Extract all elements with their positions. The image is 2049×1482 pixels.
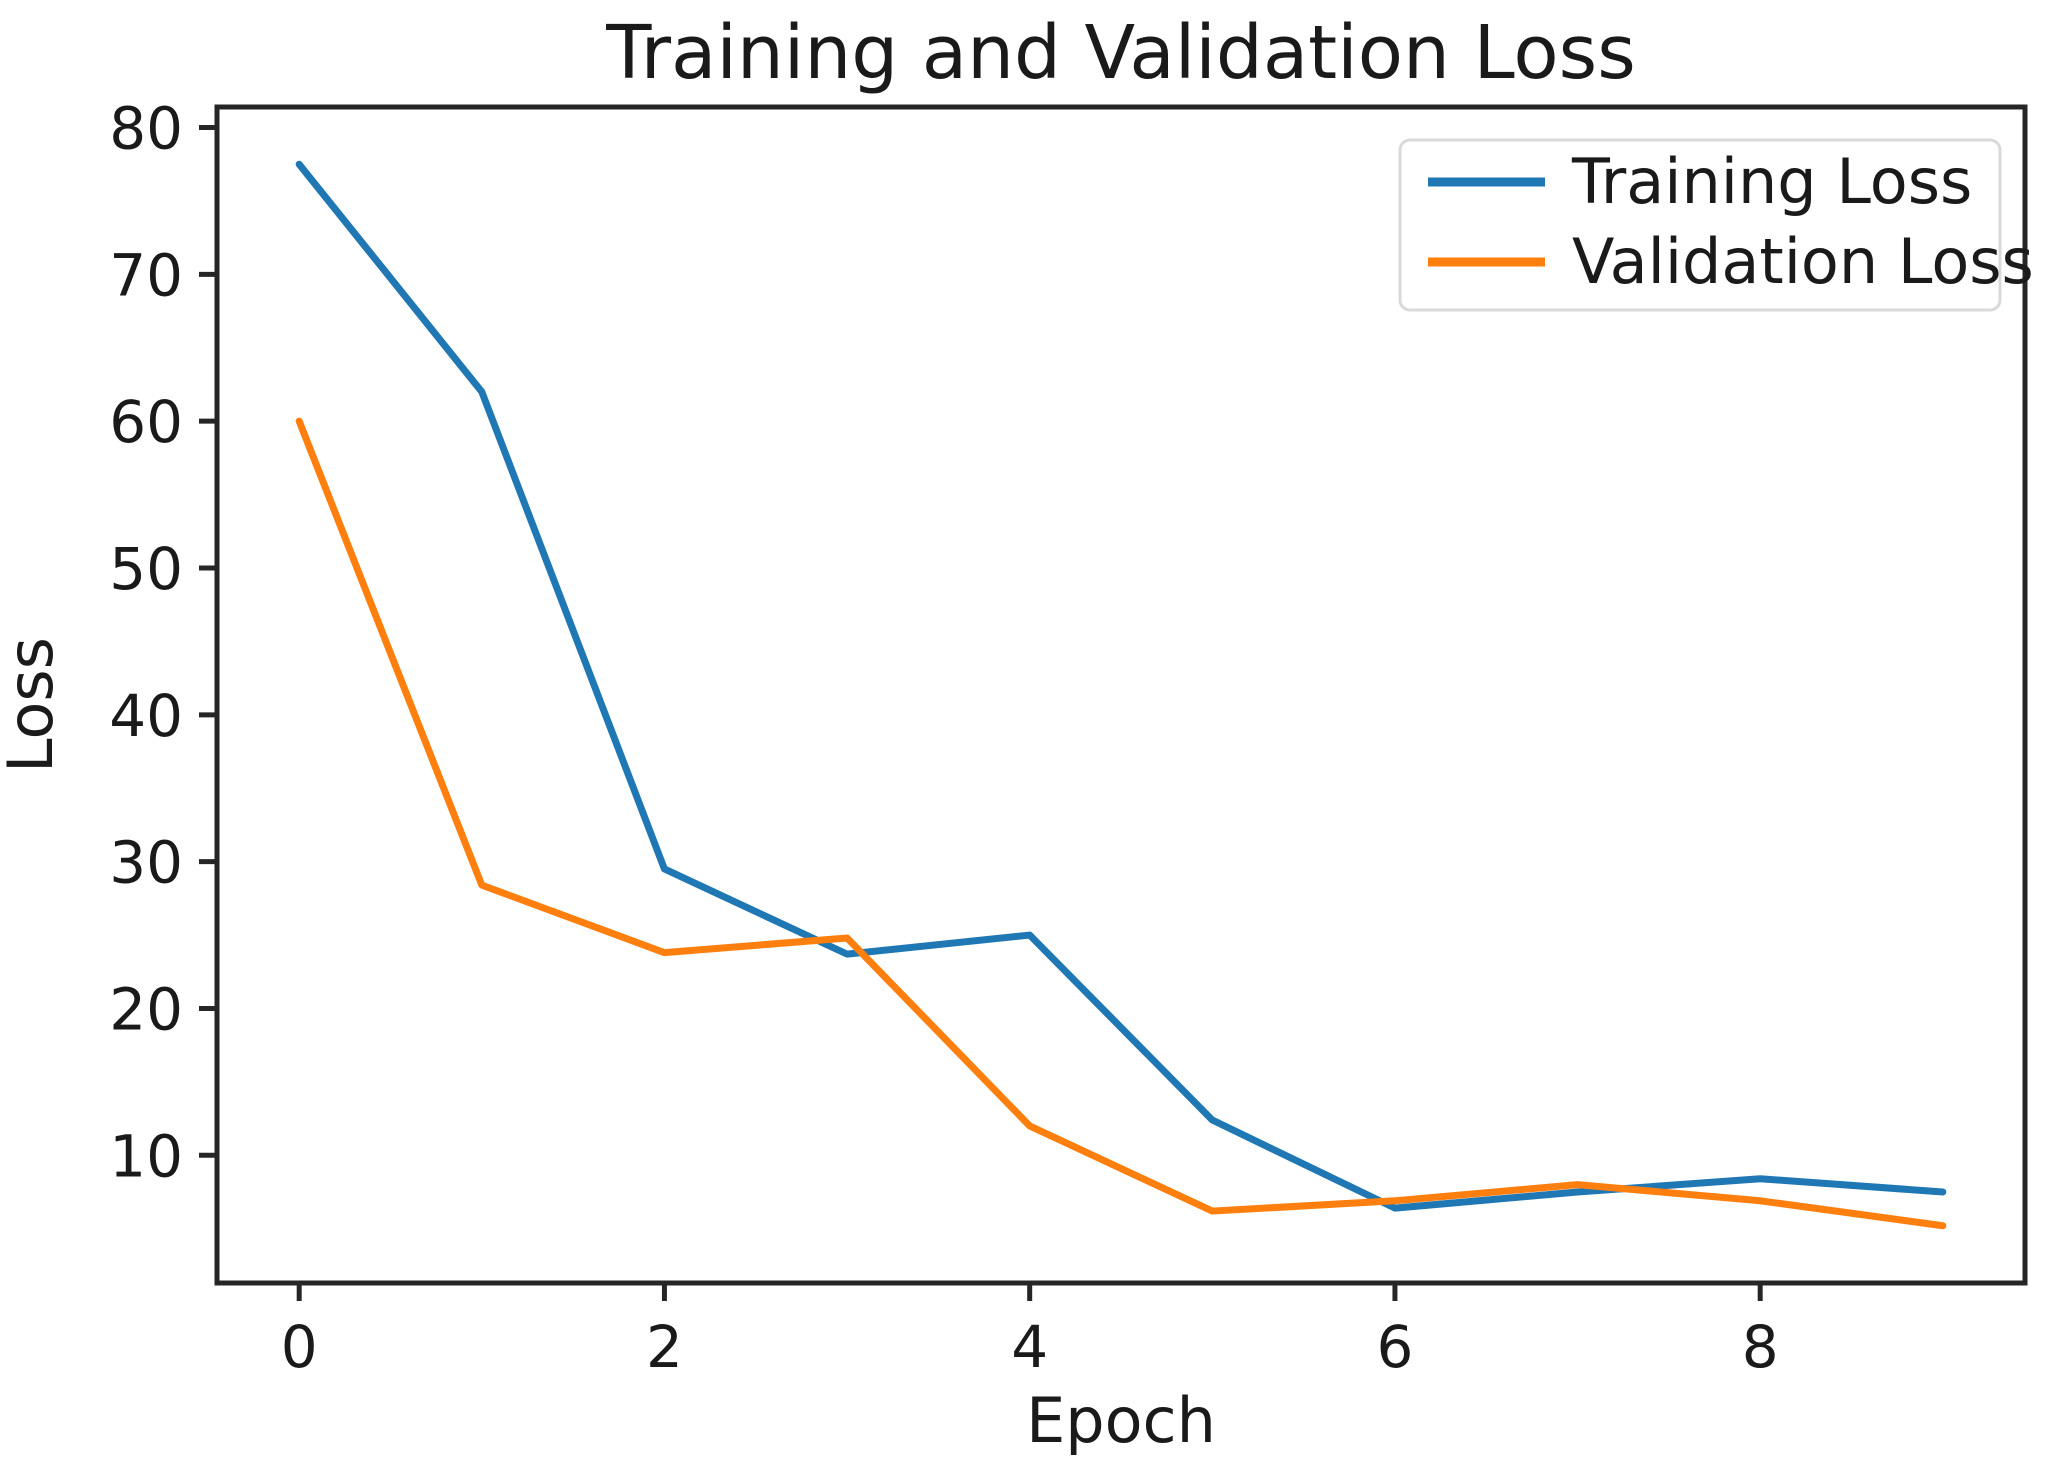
axes-frame <box>214 104 2028 1286</box>
y-tick-label: 10 <box>109 1122 183 1190</box>
chart-title: Training and Validation Loss <box>605 10 1636 96</box>
y-tick-label: 30 <box>109 829 183 897</box>
legend-label-validation: Validation Loss <box>1572 225 2034 298</box>
axes-layer: 0 2 4 6 8 10 20 30 40 50 60 70 80 <box>109 95 2028 1381</box>
x-axis-label: Epoch <box>1026 1384 1216 1457</box>
legend-box <box>1398 138 2002 312</box>
x-tick-label: 0 <box>281 1313 318 1381</box>
y-tick-label: 70 <box>109 241 183 309</box>
x-tick-label: 8 <box>1742 1313 1779 1381</box>
series-line-validation <box>295 417 1947 1230</box>
y-axis-label: Loss <box>0 637 67 773</box>
x-tick-label: 6 <box>1376 1313 1413 1381</box>
y-tick-label: 20 <box>109 975 183 1043</box>
x-tick-label: 2 <box>646 1313 683 1381</box>
series-line-training <box>295 160 1947 1212</box>
y-tick-label: 60 <box>109 388 183 456</box>
x-tick-label: 4 <box>1011 1313 1048 1381</box>
y-tick-label: 80 <box>109 95 183 163</box>
legend-label-training: Training Loss <box>1571 145 1972 218</box>
y-tick-label: 50 <box>109 535 183 603</box>
plot-series-layer <box>295 160 1947 1230</box>
y-tick-label: 40 <box>109 682 183 750</box>
legend: Training Loss Validation Loss <box>1398 138 2034 312</box>
